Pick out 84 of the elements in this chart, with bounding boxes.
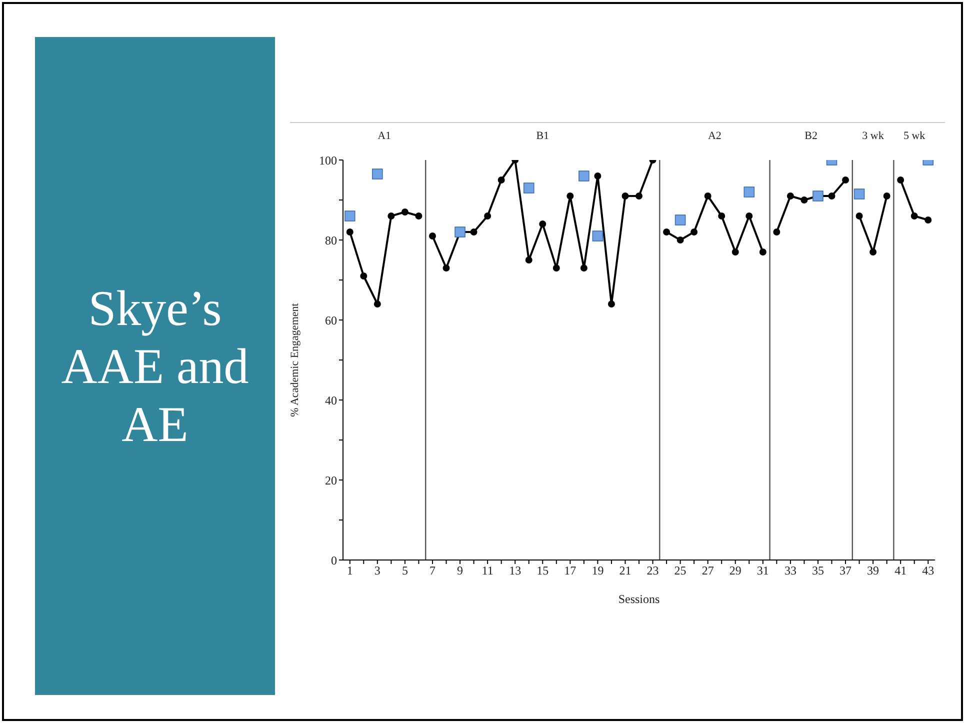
x-tick-label: 7 <box>429 564 436 578</box>
y-tick-label: 0 <box>331 553 337 568</box>
x-tick-label: 33 <box>784 564 796 578</box>
point <box>442 264 450 272</box>
point <box>870 248 877 256</box>
x-tick-label: 15 <box>536 564 549 578</box>
x-tick-label: 41 <box>894 564 907 578</box>
point <box>786 192 794 200</box>
point <box>484 212 492 220</box>
x-tick-label: 21 <box>619 564 632 578</box>
point <box>523 182 534 194</box>
point <box>718 212 726 220</box>
point <box>388 212 395 220</box>
point <box>592 230 604 242</box>
x-tick-label: 43 <box>922 564 934 578</box>
point <box>580 264 588 272</box>
x-tick-label: 27 <box>702 564 714 578</box>
x-tick-label: 9 <box>457 564 464 578</box>
x-tick-label: 35 <box>812 564 824 578</box>
point <box>415 212 422 220</box>
point <box>704 192 712 200</box>
x-tick-label: 13 <box>509 564 522 578</box>
point <box>374 300 381 308</box>
point <box>744 186 755 198</box>
x-tick-label: 37 <box>840 564 852 578</box>
x-tick-label: 31 <box>756 564 769 578</box>
point <box>552 264 560 272</box>
y-tick-label: 80 <box>325 233 337 248</box>
point <box>676 236 684 244</box>
y-tick-label: 20 <box>325 473 337 488</box>
point <box>608 300 615 308</box>
point <box>470 228 478 236</box>
point <box>924 216 932 224</box>
x-tick-label: 23 <box>646 564 659 578</box>
x-tick-label: 1 <box>346 564 353 578</box>
x-tick-label: 3 <box>374 564 380 578</box>
point <box>732 248 739 256</box>
point <box>360 272 368 280</box>
x-axis-title: Sessions <box>618 592 660 606</box>
point <box>498 176 505 184</box>
point <box>800 196 808 204</box>
point <box>828 192 836 200</box>
point <box>883 192 890 200</box>
text: B1 <box>535 130 550 142</box>
point <box>690 228 698 236</box>
point <box>636 192 642 200</box>
point <box>539 220 546 228</box>
point <box>910 212 918 220</box>
point <box>773 228 780 236</box>
point <box>525 256 532 264</box>
text: 3 wk <box>861 130 885 142</box>
y-axis-title: % Academic Engagement <box>288 303 301 417</box>
point <box>674 214 686 226</box>
point <box>854 188 865 200</box>
x-tick-label: 25 <box>674 564 686 578</box>
y-tick-label: 60 <box>325 313 337 328</box>
point <box>578 170 590 182</box>
text: 5 wk <box>902 130 926 142</box>
point <box>897 176 904 184</box>
point <box>746 212 753 220</box>
text: B2 <box>804 130 818 142</box>
point <box>401 208 408 216</box>
y-tick-label: 100 <box>319 153 337 168</box>
text: A2 <box>706 130 722 142</box>
point <box>759 248 766 256</box>
point <box>346 228 354 236</box>
x-tick-label: 5 <box>402 564 408 578</box>
point <box>566 192 574 200</box>
point <box>594 172 602 180</box>
point <box>428 232 436 240</box>
x-tick-label: 29 <box>729 564 742 578</box>
x-tick-label: 39 <box>867 564 880 578</box>
y-tick-label: 40 <box>325 393 337 408</box>
x-tick-label: 11 <box>482 564 494 578</box>
point <box>842 176 850 184</box>
point <box>344 210 356 222</box>
x-tick-label: 19 <box>592 564 604 578</box>
x-tick-label: 17 <box>564 564 576 578</box>
point <box>622 192 629 200</box>
point <box>372 168 383 180</box>
point <box>663 228 670 236</box>
text: Skye’s AAE and AE <box>60 279 250 453</box>
point <box>856 212 863 220</box>
text: A1 <box>376 130 392 142</box>
